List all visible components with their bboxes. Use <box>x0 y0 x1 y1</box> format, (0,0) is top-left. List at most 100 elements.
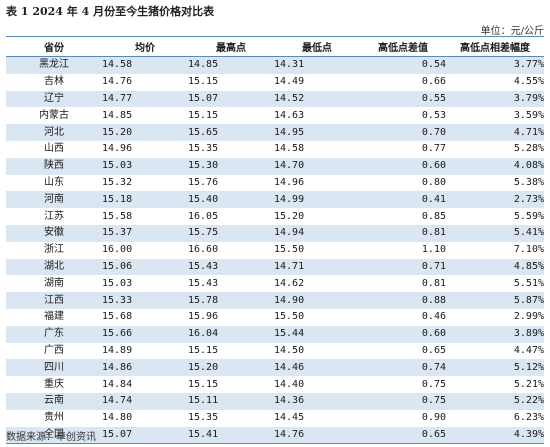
province-cell: 黑龙江 <box>6 56 102 74</box>
range-pct-cell: 2.99% <box>513 311 544 323</box>
lowest-cell: 14.95 <box>274 124 360 141</box>
table-row: 重庆 14.84 15.15 14.40 0.75 5.21% <box>6 376 544 393</box>
lowest-cell: 14.40 <box>274 378 305 390</box>
difference-cell: 0.75 <box>421 378 446 390</box>
lowest-cell: 14.96 <box>274 176 305 188</box>
lowest-cell: 14.46 <box>274 359 360 377</box>
range-pct-cell: 4.39% <box>446 426 544 444</box>
average-cell: 14.96 <box>102 143 133 155</box>
highest-cell: 15.11 <box>188 392 274 410</box>
table-row: 安徽 15.37 15.75 14.94 0.81 5.41% <box>6 224 544 242</box>
average-cell: 15.18 <box>102 191 188 209</box>
highest-cell: 15.35 <box>188 412 219 424</box>
difference-cell: 0.60 <box>360 325 446 343</box>
table-row: 山西 14.96 15.35 14.58 0.77 5.28% <box>6 141 544 158</box>
lowest-cell: 14.71 <box>274 258 360 276</box>
province-cell: 湖南 <box>44 277 64 289</box>
highest-cell: 15.78 <box>188 292 274 309</box>
province-cell: 河南 <box>6 191 102 209</box>
highest-cell: 15.43 <box>188 258 274 276</box>
highest-cell: 15.07 <box>188 90 274 108</box>
range-pct-cell: 5.41% <box>446 224 544 242</box>
average-cell: 14.89 <box>102 344 133 356</box>
highest-cell: 15.43 <box>188 277 219 289</box>
average-cell: 15.66 <box>102 325 188 343</box>
average-cell: 14.74 <box>102 392 188 410</box>
average-cell: 14.84 <box>102 378 133 390</box>
range-pct-cell: 6.23% <box>513 412 544 424</box>
table-row: 黑龙江 14.58 14.85 14.31 0.54 3.77% <box>6 56 544 74</box>
range-pct-cell: 7.10% <box>513 244 544 256</box>
lowest-cell: 14.31 <box>274 56 360 74</box>
range-pct-cell: 4.08% <box>446 157 544 175</box>
lowest-cell: 14.70 <box>274 157 360 175</box>
lowest-cell: 15.44 <box>274 325 360 343</box>
highest-cell: 15.75 <box>188 224 274 242</box>
range-pct-cell: 5.12% <box>446 359 544 377</box>
difference-cell: 0.80 <box>421 176 446 188</box>
range-pct-cell: 5.51% <box>513 277 544 289</box>
highest-cell: 15.35 <box>188 143 219 155</box>
table-row: 江苏 15.58 16.05 15.20 0.85 5.59% <box>6 208 544 225</box>
range-pct-cell: 5.28% <box>513 143 544 155</box>
table-row: 辽宁 14.77 15.07 14.52 0.55 3.79% <box>6 90 544 108</box>
highest-cell: 15.15 <box>188 109 219 121</box>
average-cell: 14.58 <box>102 56 188 74</box>
range-pct-cell: 5.22% <box>446 392 544 410</box>
average-cell: 15.33 <box>102 292 188 309</box>
average-cell: 15.37 <box>102 224 188 242</box>
highest-cell: 15.65 <box>188 124 274 141</box>
table-row: 云南 14.74 15.11 14.36 0.75 5.22% <box>6 392 544 410</box>
highest-cell: 16.05 <box>188 210 219 222</box>
header-range-pct: 高低点相差幅度 <box>446 36 544 57</box>
difference-cell: 0.55 <box>360 90 446 108</box>
data-source: 数据来源：卓创资讯 <box>6 432 96 443</box>
province-cell: 浙江 <box>44 244 64 256</box>
province-cell: 辽宁 <box>6 90 102 108</box>
unit-label: 单位：元/公斤 <box>480 26 544 37</box>
highest-cell: 15.15 <box>188 76 219 88</box>
table-row: 湖南 15.03 15.43 14.62 0.81 5.51% <box>6 275 544 292</box>
difference-cell: 1.10 <box>421 244 446 256</box>
average-cell: 14.85 <box>102 109 133 121</box>
range-pct-cell: 3.79% <box>446 90 544 108</box>
lowest-cell: 14.94 <box>274 224 360 242</box>
province-cell: 广西 <box>44 344 64 356</box>
highest-cell: 15.15 <box>188 344 219 356</box>
average-cell: 15.20 <box>102 124 188 141</box>
lowest-cell: 15.20 <box>274 210 305 222</box>
table-row: 广西 14.89 15.15 14.50 0.65 4.47% <box>6 343 544 360</box>
province-cell: 云南 <box>6 392 102 410</box>
table-row: 江西 15.33 15.78 14.90 0.88 5.87% <box>6 292 544 309</box>
difference-cell: 0.85 <box>421 210 446 222</box>
province-cell: 江西 <box>6 292 102 309</box>
average-cell: 15.03 <box>102 157 188 175</box>
difference-cell: 0.54 <box>360 56 446 74</box>
header-difference: 高低点差值 <box>360 36 446 57</box>
average-cell: 15.68 <box>102 311 133 323</box>
difference-cell: 0.75 <box>360 392 446 410</box>
range-pct-cell: 3.59% <box>513 109 544 121</box>
province-cell: 陕西 <box>6 157 102 175</box>
highest-cell: 16.60 <box>188 244 219 256</box>
lowest-cell: 14.45 <box>274 412 305 424</box>
table-row: 山东 15.32 15.76 14.96 0.80 5.38% <box>6 175 544 192</box>
average-cell: 16.00 <box>102 244 133 256</box>
average-cell: 15.07 <box>102 426 188 444</box>
difference-cell: 0.53 <box>421 109 446 121</box>
difference-cell: 0.41 <box>360 191 446 209</box>
lowest-cell: 15.50 <box>274 311 305 323</box>
province-cell: 河北 <box>6 124 102 141</box>
highest-cell: 15.41 <box>188 426 274 444</box>
average-cell: 14.76 <box>102 76 133 88</box>
difference-cell: 0.60 <box>360 157 446 175</box>
header-province: 省份 <box>6 36 102 57</box>
range-pct-cell: 5.38% <box>513 176 544 188</box>
range-pct-cell: 3.89% <box>446 325 544 343</box>
table-row: 河南 15.18 15.40 14.99 0.41 2.73% <box>6 191 544 209</box>
province-cell: 山西 <box>44 143 64 155</box>
range-pct-cell: 4.85% <box>446 258 544 276</box>
province-cell: 全国 <box>6 426 102 444</box>
highest-cell: 15.40 <box>188 191 274 209</box>
lowest-cell: 14.36 <box>274 392 360 410</box>
